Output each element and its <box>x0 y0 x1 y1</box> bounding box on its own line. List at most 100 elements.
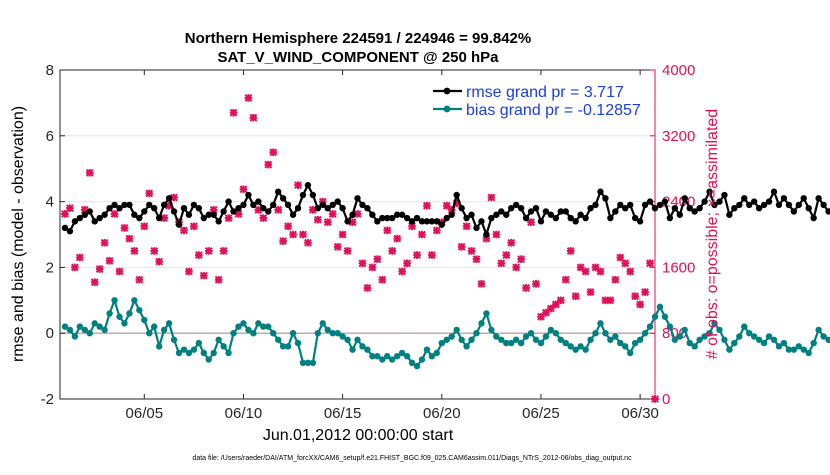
bias-point <box>512 336 520 343</box>
bias-point <box>354 336 361 343</box>
bias-point <box>136 306 143 314</box>
obs-assimilated-marker <box>170 193 178 202</box>
bias-point <box>101 326 108 334</box>
obs-assimilated-marker <box>160 214 169 222</box>
y-tick-label-left: -2 <box>41 391 54 408</box>
bias-point <box>289 330 297 337</box>
bias-point <box>66 326 74 334</box>
bias-point <box>379 356 386 363</box>
rmse-point <box>428 218 436 225</box>
rmse-point <box>91 218 98 225</box>
bias-point <box>572 346 579 353</box>
obs-assimilated-marker <box>462 222 471 231</box>
rmse-point <box>289 211 297 218</box>
y-axis-label-left: rmse and bias (model - observation) <box>10 106 27 362</box>
bias-point <box>265 323 272 330</box>
bias-point <box>636 336 644 343</box>
rmse-point <box>651 204 659 212</box>
bias-point <box>304 359 312 367</box>
y-tick-label-right: 3200 <box>662 128 695 145</box>
rmse-point <box>344 218 351 225</box>
obs-assimilated-marker <box>616 253 625 262</box>
bias-point <box>369 353 376 360</box>
obs-assimilated-marker <box>378 275 387 284</box>
obs-assimilated-marker <box>125 234 134 243</box>
bias-point <box>627 349 634 357</box>
bias-point <box>750 333 758 340</box>
obs-assimilated-marker <box>229 108 238 117</box>
bias-point <box>527 330 535 337</box>
rmse-point <box>681 195 688 202</box>
obs-assimilated-marker <box>189 222 198 231</box>
rmse-point <box>324 204 331 212</box>
rmse-point <box>587 204 594 212</box>
rmse-point <box>790 208 798 215</box>
bias-point <box>408 359 416 367</box>
rmse-point <box>810 214 817 222</box>
obs-assimilated-marker <box>70 263 79 272</box>
obs-assimilated-marker <box>512 263 521 272</box>
obs-assimilated-marker <box>244 94 253 102</box>
rmse-point <box>478 218 485 225</box>
obs-assimilated-marker <box>269 148 278 157</box>
bias-point <box>314 330 322 337</box>
obs-assimilated-marker <box>115 267 124 276</box>
rmse-point <box>736 201 743 209</box>
bias-point <box>582 346 589 353</box>
y-tick-label-right: 0 <box>662 391 670 408</box>
rmse-point <box>557 208 564 215</box>
obs-assimilated-marker <box>621 259 630 268</box>
rmse-point <box>592 201 599 209</box>
rmse-point <box>309 191 317 199</box>
bias-point <box>146 330 153 337</box>
bias-point <box>651 313 659 320</box>
rmse-point <box>627 201 634 209</box>
obs-assimilated-marker <box>194 251 203 259</box>
rmse-point <box>537 218 545 225</box>
rmse-point <box>255 198 262 205</box>
bias-point <box>155 343 163 350</box>
rmse-point <box>299 191 307 199</box>
bias-point <box>770 336 778 343</box>
obs-assimilated-marker <box>358 259 367 268</box>
rmse-point <box>825 208 830 215</box>
obs-assimilated-marker <box>556 296 565 305</box>
obs-assimilated-marker <box>120 224 129 232</box>
rmse-point <box>433 218 441 225</box>
obs-assimilated-marker <box>646 259 654 268</box>
obs-assimilated-marker <box>502 251 511 259</box>
bias-point <box>329 330 336 337</box>
obs-assimilated-marker <box>432 226 441 235</box>
rmse-point <box>562 208 569 215</box>
obs-assimilated-marker <box>586 288 595 296</box>
obs-assimilated-marker <box>323 218 332 227</box>
obs-assimilated-marker <box>75 253 84 262</box>
obs-assimilated-marker <box>353 210 362 218</box>
bias-point <box>339 333 346 340</box>
bias-point <box>760 339 768 347</box>
rmse-point <box>215 218 222 225</box>
bias-point <box>205 356 212 363</box>
obs-assimilated-marker <box>239 185 248 194</box>
rmse-point <box>86 208 93 215</box>
rmse-point <box>384 214 391 222</box>
bias-point <box>185 349 193 357</box>
bias-point <box>309 359 317 367</box>
rmse-point <box>443 214 450 222</box>
rmse-point <box>582 214 589 222</box>
bias-point <box>76 323 84 330</box>
bias-point <box>790 346 798 353</box>
rmse-point <box>636 218 644 225</box>
rmse-point <box>165 195 173 202</box>
rmse-point <box>284 201 292 209</box>
rmse-point <box>577 211 584 218</box>
rmse-point <box>780 195 788 202</box>
bias-point <box>622 343 629 350</box>
rmse-point <box>155 214 163 222</box>
rmse-point <box>508 204 515 212</box>
bias-point <box>552 330 560 337</box>
bias-point <box>681 326 688 334</box>
bias-point <box>795 343 802 350</box>
bias-point <box>646 323 654 330</box>
